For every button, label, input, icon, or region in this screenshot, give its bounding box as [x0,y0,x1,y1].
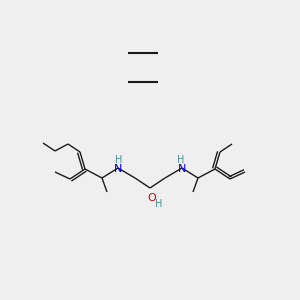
Text: H: H [115,155,123,165]
Text: O: O [148,193,156,203]
Text: H: H [155,199,163,209]
Text: N: N [178,164,186,174]
Text: H: H [177,155,185,165]
Text: N: N [114,164,122,174]
